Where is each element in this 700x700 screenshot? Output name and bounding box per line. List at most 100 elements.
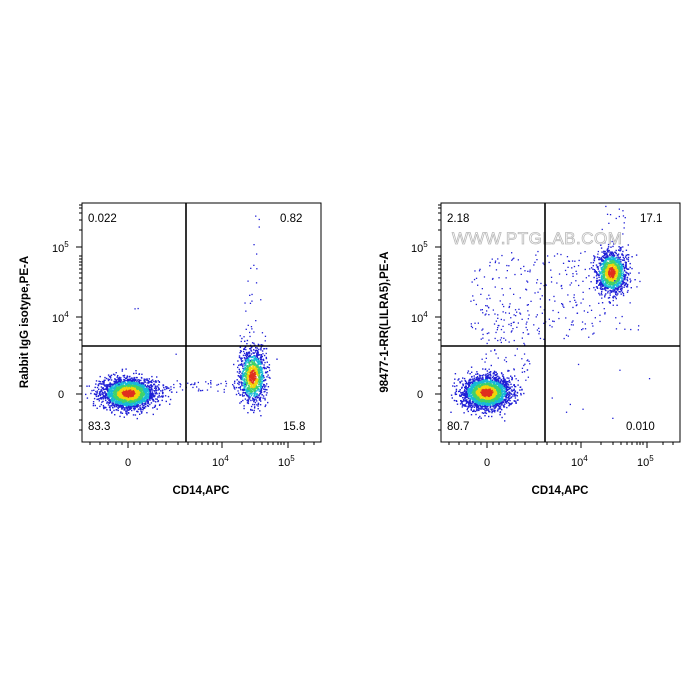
event-point (245, 328, 247, 330)
event-point (118, 380, 121, 382)
event-point (125, 385, 128, 387)
event-point (113, 399, 115, 402)
event-point (260, 344, 262, 346)
event-point (152, 398, 155, 401)
event-point (108, 378, 111, 381)
event-point (257, 350, 259, 353)
event-point (125, 410, 127, 413)
event-point (118, 382, 121, 384)
event-point (153, 406, 156, 408)
event-point (148, 396, 150, 398)
event-point (116, 403, 118, 406)
event-point (253, 365, 255, 367)
event-point (264, 388, 266, 391)
event-point (258, 367, 260, 369)
event-point (120, 377, 122, 379)
event-point (244, 347, 246, 349)
event-point (136, 391, 138, 393)
event-point (131, 398, 133, 400)
event-point (151, 392, 153, 395)
event-point (506, 388, 508, 390)
event-point (155, 391, 158, 394)
event-point (138, 379, 140, 381)
event-point (247, 390, 249, 393)
event-point (95, 393, 98, 396)
event-point (458, 390, 460, 393)
event-point (247, 355, 250, 358)
event-point (114, 414, 116, 416)
event-point (144, 391, 146, 393)
event-point (122, 392, 124, 395)
event-point (245, 363, 247, 365)
event-point (258, 354, 261, 356)
event-point (94, 393, 97, 396)
event-point (114, 405, 116, 407)
event-point (149, 403, 151, 406)
event-point (453, 399, 456, 402)
event-point (237, 375, 239, 377)
event-point (258, 381, 260, 383)
event-point (120, 403, 122, 405)
event-point (141, 389, 144, 392)
event-point (136, 386, 139, 388)
event-point (469, 399, 471, 401)
event-point (107, 395, 109, 397)
event-point (114, 392, 116, 394)
event-point (93, 389, 95, 391)
event-point (128, 408, 130, 411)
event-point (120, 412, 122, 414)
event-point (251, 375, 253, 377)
event-point (106, 397, 109, 399)
event-point (259, 410, 261, 412)
event-point (253, 359, 255, 361)
event-point (139, 408, 142, 410)
event-point (142, 402, 144, 405)
event-point (117, 389, 119, 392)
event-point (516, 395, 518, 397)
event-point (165, 386, 167, 388)
event-point (496, 385, 498, 388)
event-point (256, 356, 258, 359)
event-point (255, 393, 257, 395)
event-point (461, 387, 463, 389)
event-point (240, 378, 242, 381)
event-point (137, 405, 139, 407)
event-point (122, 401, 124, 403)
event-point (149, 398, 151, 400)
event-point (143, 406, 145, 409)
event-point (248, 362, 250, 364)
event-point (248, 351, 250, 354)
event-point (463, 393, 465, 396)
event-point (112, 387, 115, 389)
event-point (129, 386, 131, 388)
event-point (119, 387, 121, 389)
event-point (156, 389, 158, 392)
event-point (104, 388, 107, 390)
event-point (504, 380, 506, 382)
event-point (141, 384, 144, 386)
event-point (247, 387, 250, 389)
event-point (123, 399, 125, 401)
event-point (243, 384, 245, 387)
event-point (121, 400, 123, 402)
event-point (126, 376, 128, 378)
event-point (242, 376, 244, 378)
event-point (265, 352, 267, 355)
event-point (114, 400, 117, 403)
event-point (253, 378, 256, 380)
event-point (477, 380, 480, 383)
event-point (104, 392, 106, 394)
event-point (249, 368, 251, 370)
event-point (243, 385, 246, 387)
event-point (140, 402, 143, 404)
event-point (256, 352, 259, 355)
event-point (249, 302, 252, 304)
event-point (514, 390, 517, 392)
event-point (126, 414, 128, 416)
event-point (473, 406, 476, 408)
event-point (143, 407, 146, 409)
event-point (107, 374, 110, 376)
event-point (120, 386, 123, 388)
event-point (100, 403, 102, 406)
event-point (253, 373, 256, 375)
